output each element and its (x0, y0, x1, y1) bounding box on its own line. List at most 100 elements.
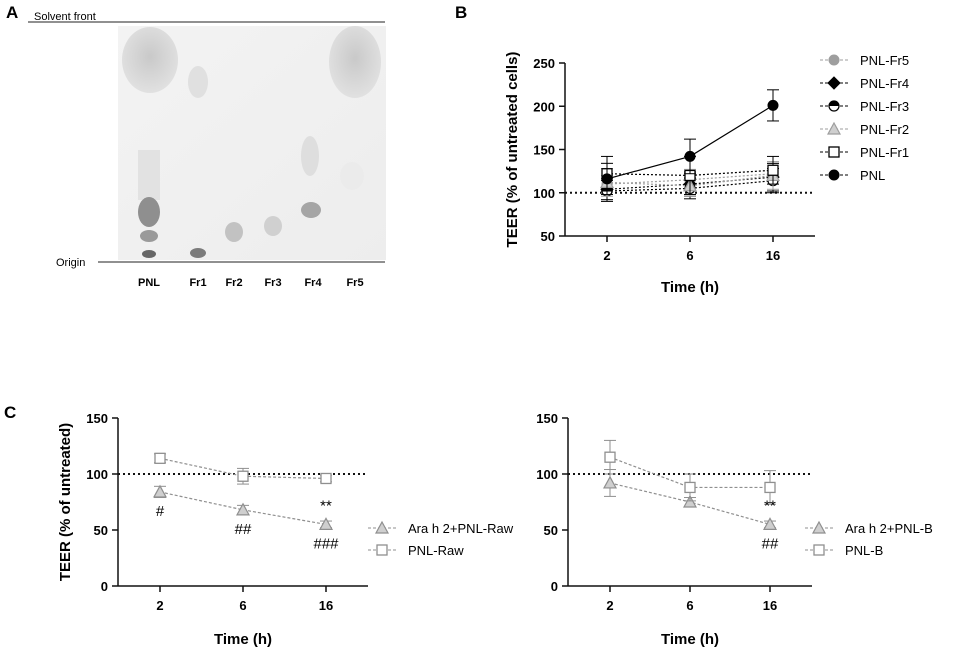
legend-label: Ara h 2+PNL-Raw (408, 521, 514, 536)
spot-pnl-band (138, 197, 160, 227)
legend-marker (828, 169, 840, 181)
series-line (159, 491, 327, 525)
legend: Ara h 2+PNL-B PNL-B (805, 520, 933, 558)
data-point (152, 484, 168, 498)
x-tick-label: 16 (763, 598, 777, 613)
panel-a-letter: A (6, 3, 18, 22)
data-point (237, 470, 249, 482)
panel-a: A Solvent front Origin PNL Fr1 Fr2 Fr3 Fr4 Fr… (6, 3, 386, 289)
legend-marker (813, 544, 825, 556)
spot-fr1-top (188, 66, 208, 98)
data-point (762, 517, 778, 531)
series-ara-h-2-pnl-raw (152, 484, 334, 531)
smear-pnl (138, 150, 160, 200)
chart-c-left: 0 50 100 150 2 6 16 Time (h) TEER (% of untreate… (57, 411, 514, 648)
origin-label: Origin (56, 257, 85, 269)
data-point (682, 494, 698, 508)
data-point (602, 475, 618, 489)
x-tick-label: 6 (686, 598, 693, 613)
data-point (318, 517, 334, 531)
spot-fr4-band (301, 202, 321, 218)
solvent-front-label: Solvent front (34, 11, 96, 23)
y-tick-label: 150 (533, 143, 555, 158)
legend-marker (828, 54, 840, 66)
legend-marker-fill (829, 101, 839, 106)
panel-b-letter: B (455, 3, 467, 22)
y-tick-label: 250 (533, 56, 555, 71)
series-pnl-b (604, 439, 776, 505)
spot-fr2 (225, 222, 243, 242)
lane-label: Fr1 (189, 277, 206, 289)
lane-label: Fr4 (304, 277, 322, 289)
x-tick-label: 2 (603, 248, 610, 263)
data-point (604, 451, 616, 463)
data-point (684, 150, 696, 162)
x-tick-label: 6 (239, 598, 246, 613)
chart-b: 50 100 150 200 250 2 6 16 Time (h) TEER (% of unt… (504, 52, 909, 296)
legend-label: PNL (860, 168, 885, 183)
x-tick-label: 16 (766, 248, 780, 263)
legend-label: PNL-Fr4 (860, 76, 909, 91)
y-tick-label: 100 (533, 186, 555, 201)
spot-pnl-top (122, 27, 178, 93)
x-axis-label: Time (h) (661, 631, 719, 648)
x-tick-label: 6 (686, 248, 693, 263)
significance-label: ## (235, 521, 252, 538)
x-tick-label: 2 (156, 598, 163, 613)
legend-label: PNL-Fr2 (860, 122, 909, 137)
lane-label: Fr2 (225, 277, 242, 289)
lane-label: Fr5 (346, 277, 363, 289)
legend-label: PNL-Fr1 (860, 145, 909, 160)
x-tick-label: 16 (319, 598, 333, 613)
data-point (767, 164, 779, 176)
y-tick-label: 50 (94, 523, 108, 538)
lane-label: Fr3 (264, 277, 281, 289)
legend-label: PNL-Raw (408, 543, 464, 558)
chart-c-right: 0 50 100 150 2 6 16 Time (h) ** ## Ara h 2+PNL-B PN… (536, 411, 933, 648)
legend-marker (826, 121, 842, 135)
spot-pnl-origin (142, 250, 156, 258)
spot-fr4-top (301, 136, 319, 176)
legend-marker (811, 520, 827, 534)
y-tick-label: 100 (536, 467, 558, 482)
y-axis-label: TEER (% of untreated) (57, 423, 74, 581)
data-point (320, 472, 332, 485)
y-tick-label: 0 (101, 579, 108, 594)
legend-marker (374, 520, 390, 534)
y-tick-label: 150 (536, 411, 558, 426)
legend-label: PNL-B (845, 543, 883, 558)
data-point (684, 481, 696, 494)
y-tick-label: 100 (86, 467, 108, 482)
significance-label: ## (762, 535, 779, 552)
data-point (235, 502, 251, 516)
lane-labels: PNL Fr1 Fr2 Fr3 Fr4 Fr5 (138, 277, 364, 289)
legend-label: PNL-Fr3 (860, 99, 909, 114)
y-tick-label: 50 (544, 523, 558, 538)
panel-c-letter: C (4, 403, 16, 422)
x-axis-label: Time (h) (661, 279, 719, 296)
series-pnl-raw (154, 452, 332, 485)
y-tick-label: 0 (551, 579, 558, 594)
legend-label: PNL-Fr5 (860, 53, 909, 68)
data-point (601, 173, 613, 185)
x-tick-label: 2 (606, 598, 613, 613)
series-line (159, 457, 327, 480)
spot-pnl-low (140, 230, 158, 242)
significance-label: ** (320, 497, 332, 514)
significance-label: # (156, 503, 165, 520)
significance-label: ** (764, 497, 776, 514)
series-pnl (601, 89, 779, 195)
legend: PNL-Fr5 PNL-Fr4 PNL-Fr3 PNL-Fr2 PNL-Fr1 PNL (820, 53, 909, 183)
spot-fr3 (264, 216, 282, 236)
y-axis-label: TEER (% of untreated cells) (504, 52, 521, 248)
spot-fr5-faint (340, 162, 364, 190)
legend-marker (828, 146, 840, 158)
legend-label: Ara h 2+PNL-B (845, 521, 933, 536)
lane-label: PNL (138, 277, 160, 289)
significance-label: ### (313, 535, 339, 552)
y-tick-label: 200 (533, 99, 555, 114)
legend: Ara h 2+PNL-Raw PNL-Raw (368, 520, 514, 558)
x-axis-label: Time (h) (214, 631, 272, 648)
data-point (764, 481, 776, 494)
